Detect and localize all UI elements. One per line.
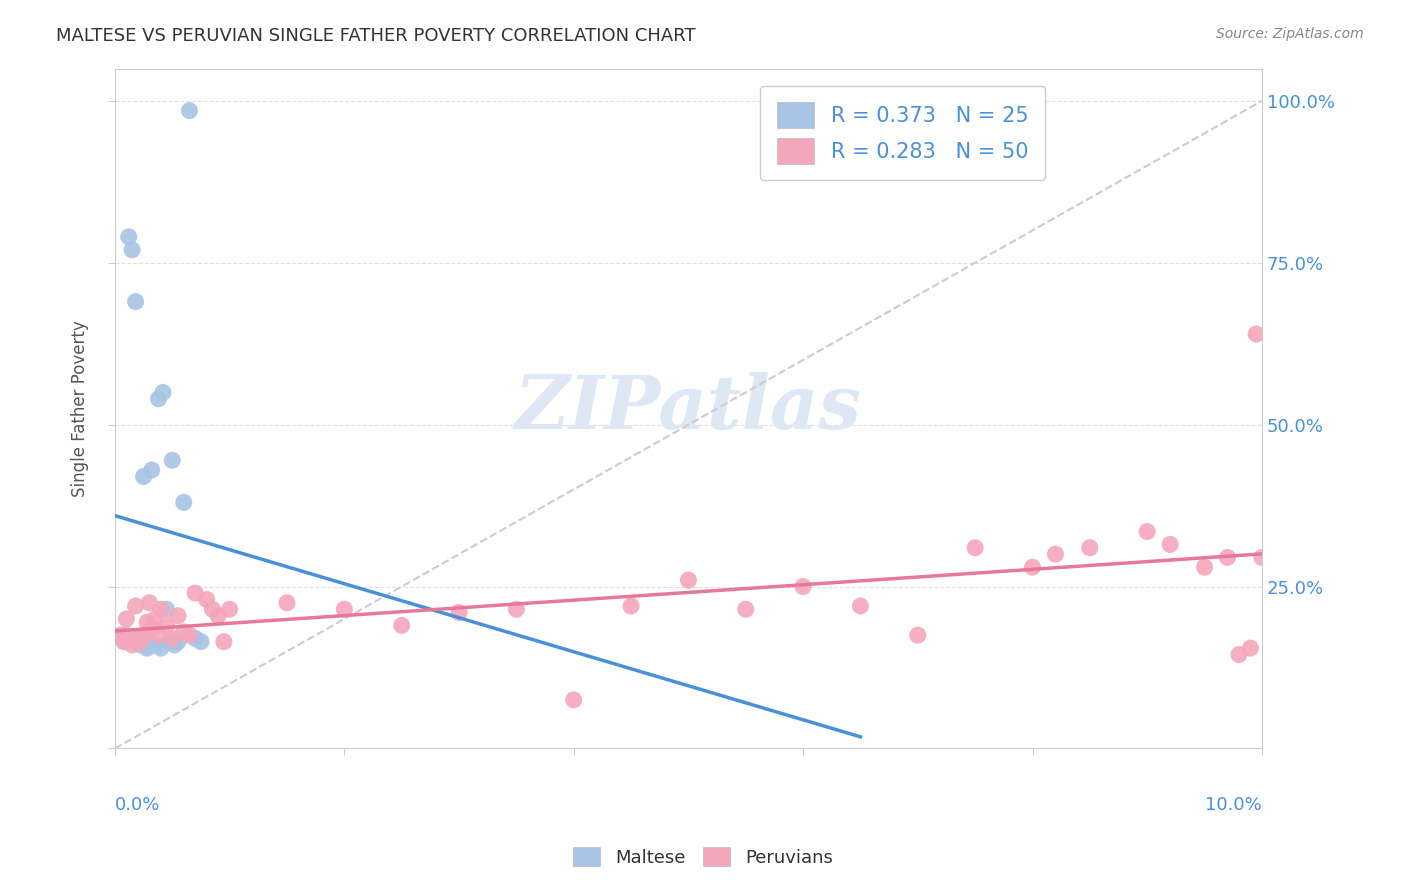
Point xyxy=(620,599,643,613)
Point xyxy=(184,586,207,600)
Point xyxy=(149,602,172,616)
Point xyxy=(218,602,240,616)
Point xyxy=(136,641,159,656)
Point xyxy=(201,602,224,616)
Point xyxy=(112,634,135,648)
Text: MALTESE VS PERUVIAN SINGLE FATHER POVERTY CORRELATION CHART: MALTESE VS PERUVIAN SINGLE FATHER POVERT… xyxy=(56,27,696,45)
Point xyxy=(112,634,135,648)
Point xyxy=(132,469,155,483)
Point xyxy=(138,638,160,652)
Point xyxy=(167,634,190,648)
Point xyxy=(849,599,872,613)
Point xyxy=(129,638,152,652)
Point xyxy=(1078,541,1101,555)
Text: 0.0%: 0.0% xyxy=(115,796,160,814)
Point xyxy=(1251,550,1274,565)
Point xyxy=(129,634,152,648)
Point xyxy=(110,628,132,642)
Point xyxy=(149,641,172,656)
Point xyxy=(155,602,177,616)
Point xyxy=(1244,326,1267,341)
Point xyxy=(152,385,174,400)
Point xyxy=(1136,524,1159,539)
Point xyxy=(132,628,155,642)
Point xyxy=(447,606,470,620)
Point xyxy=(179,628,201,642)
Point xyxy=(907,628,929,642)
Point xyxy=(173,495,195,509)
Point xyxy=(212,634,235,648)
Point xyxy=(163,638,186,652)
Point xyxy=(110,628,132,642)
Point xyxy=(159,634,181,648)
Point xyxy=(734,602,756,616)
Point xyxy=(391,618,413,632)
Point xyxy=(121,243,143,257)
Point xyxy=(121,638,143,652)
Point xyxy=(141,463,163,477)
Point xyxy=(141,622,163,636)
Text: Source: ZipAtlas.com: Source: ZipAtlas.com xyxy=(1216,27,1364,41)
Point xyxy=(143,638,166,652)
Point xyxy=(118,230,141,244)
Point xyxy=(124,294,146,309)
Point xyxy=(333,602,356,616)
Point xyxy=(1239,641,1261,656)
Point xyxy=(148,392,170,406)
Point xyxy=(1194,560,1216,574)
Point xyxy=(167,608,190,623)
Point xyxy=(179,103,201,118)
Text: ZIPatlas: ZIPatlas xyxy=(515,372,862,445)
Point xyxy=(127,632,149,646)
Point xyxy=(190,634,212,648)
Point xyxy=(505,602,527,616)
Point xyxy=(562,693,585,707)
Point xyxy=(138,596,160,610)
Point xyxy=(1159,537,1181,551)
Point xyxy=(1045,547,1067,561)
Point xyxy=(195,592,218,607)
Text: 10.0%: 10.0% xyxy=(1205,796,1263,814)
Point xyxy=(127,632,149,646)
Point xyxy=(1216,550,1239,565)
Legend: Maltese, Peruvians: Maltese, Peruvians xyxy=(567,840,839,874)
Point xyxy=(678,573,700,587)
Point xyxy=(155,618,177,632)
Point xyxy=(792,580,814,594)
Point xyxy=(115,612,138,626)
Point xyxy=(143,612,166,626)
Point xyxy=(162,632,184,646)
Point xyxy=(118,632,141,646)
Point xyxy=(136,615,159,630)
Point xyxy=(1021,560,1043,574)
Point xyxy=(207,608,229,623)
Point xyxy=(1227,648,1250,662)
Point xyxy=(965,541,987,555)
Point xyxy=(184,632,207,646)
Point xyxy=(124,599,146,613)
Point xyxy=(148,628,170,642)
Point xyxy=(115,628,138,642)
Point xyxy=(173,624,195,639)
Y-axis label: Single Father Poverty: Single Father Poverty xyxy=(72,320,89,497)
Point xyxy=(276,596,298,610)
Point xyxy=(162,453,184,467)
Legend: R = 0.373   N = 25, R = 0.283   N = 50: R = 0.373 N = 25, R = 0.283 N = 50 xyxy=(759,86,1045,180)
